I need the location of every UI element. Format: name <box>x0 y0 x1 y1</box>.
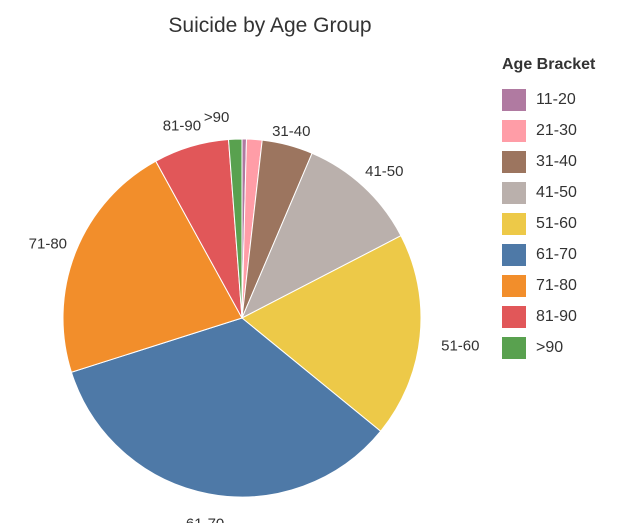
slice-label-71-80: 71-80 <box>29 236 67 253</box>
slice-label-81-90: 81-90 <box>163 117 201 134</box>
legend-item-over-90: >90 <box>502 332 595 363</box>
legend-item-71-80: 71-80 <box>502 270 595 301</box>
legend-label: 81-90 <box>536 307 577 325</box>
legend-swatch <box>502 243 526 266</box>
legend-label: 51-60 <box>536 214 577 232</box>
legend-item-81-90: 81-90 <box>502 301 595 332</box>
slice-label-over-90: >90 <box>204 109 229 126</box>
pie-slice-71-80 <box>62 160 243 373</box>
legend-item-61-70: 61-70 <box>502 239 595 270</box>
legend-swatch <box>502 119 526 142</box>
legend-label: 61-70 <box>536 245 577 263</box>
legend-item-31-40: 31-40 <box>502 146 595 177</box>
slice-label-51-60: 51-60 <box>441 338 479 355</box>
slice-label-41-50: 41-50 <box>365 163 403 180</box>
slice-label-61-70: 61-70 <box>186 515 224 523</box>
legend-item-41-50: 41-50 <box>502 177 595 208</box>
pie-slice-41-50 <box>240 152 402 320</box>
legend-item-21-30: 21-30 <box>502 115 595 146</box>
pie-slice-over-90 <box>227 138 243 319</box>
legend-swatch <box>502 181 526 204</box>
legend-swatch <box>502 150 526 173</box>
legend-swatch <box>502 212 526 235</box>
legend-label: 21-30 <box>536 121 577 139</box>
legend-item-51-60: 51-60 <box>502 208 595 239</box>
legend-title: Age Bracket <box>502 56 596 73</box>
slice-label-31-40: 31-40 <box>272 123 310 140</box>
legend-label: 31-40 <box>536 152 577 170</box>
legend-label: >90 <box>536 338 564 356</box>
legend-label: 71-80 <box>536 276 577 294</box>
pie-slice-51-60 <box>241 235 422 432</box>
legend-item-11-20: 11-20 <box>502 84 595 115</box>
pie-chart: 31-40 41-50 51-60 61-70 71-80 81-90>90 <box>29 109 480 523</box>
legend-swatch <box>502 274 526 297</box>
chart-title: Suicide by Age Group <box>168 14 372 37</box>
legend-items: 11-20 21-30 31-40 41-50 51-60 61-70 71-80 81-90… <box>502 84 595 363</box>
legend-swatch <box>502 88 526 111</box>
legend-swatch <box>502 336 526 359</box>
pie-slice-61-70 <box>70 317 382 498</box>
legend-label: 41-50 <box>536 183 577 201</box>
legend-swatch <box>502 305 526 328</box>
legend: Age Bracket 11-20 21-30 31-40 41-50 51-60 61-… <box>502 56 595 363</box>
legend-label: 11-20 <box>536 90 576 108</box>
